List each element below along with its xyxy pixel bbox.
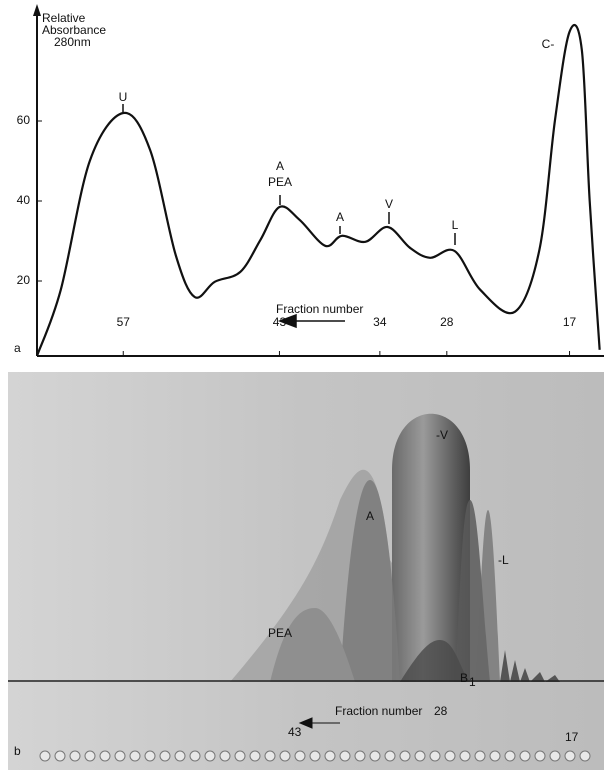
panel-label: b <box>14 744 21 758</box>
photo-label: 1 <box>469 675 476 689</box>
y-axis-label: Absorbance <box>42 23 106 37</box>
peak <box>392 413 470 682</box>
hole <box>39 750 51 762</box>
hole <box>204 750 216 762</box>
hole <box>579 750 591 762</box>
peak <box>340 480 400 682</box>
photo-label: A <box>366 509 374 523</box>
hole <box>459 750 471 762</box>
hole <box>354 750 366 762</box>
photo-fraction: 28 <box>434 704 448 718</box>
hole <box>294 750 306 762</box>
y-axis-arrow <box>33 4 41 16</box>
peak <box>475 510 500 682</box>
hole <box>84 750 96 762</box>
y-tick-label: 60 <box>17 113 31 127</box>
y-axis-label: Relative <box>42 11 86 25</box>
peak <box>400 640 470 682</box>
hole <box>144 750 156 762</box>
panel-label: a <box>14 341 21 355</box>
hole <box>54 750 66 762</box>
x-tick-label: 28 <box>440 315 454 329</box>
photo-label: -V <box>436 428 448 442</box>
hole <box>414 750 426 762</box>
hole <box>549 750 561 762</box>
peak-label: PEA <box>268 175 292 189</box>
photo-background <box>8 372 604 770</box>
x-axis-arrow <box>277 313 345 329</box>
x-tick-label: 57 <box>117 315 131 329</box>
hole <box>69 750 81 762</box>
hole <box>519 750 531 762</box>
arrow <box>298 717 340 729</box>
peak-label: A <box>336 210 344 224</box>
x-axis-label: Fraction number <box>276 302 363 316</box>
y-tick-label: 20 <box>17 273 31 287</box>
y-axis-label: 280nm <box>54 35 91 49</box>
photo-x-label: Fraction number <box>335 704 422 718</box>
peak-label: L <box>452 218 459 232</box>
photo-label: B <box>460 671 468 685</box>
hole <box>264 750 276 762</box>
hole <box>219 750 231 762</box>
hole <box>159 750 171 762</box>
hole <box>339 750 351 762</box>
photo-label: -L <box>498 553 509 567</box>
photo-panel: b -V A -L PEA B 1 Fraction number 43 28 … <box>8 372 604 770</box>
peak-label: C- <box>542 37 555 51</box>
hole <box>324 750 336 762</box>
hole-row <box>39 750 591 762</box>
hole <box>309 750 321 762</box>
y-tick-label: 40 <box>17 193 31 207</box>
hole <box>504 750 516 762</box>
photo-label: PEA <box>268 626 292 640</box>
photo-fraction: 17 <box>565 730 579 744</box>
peak-label: U <box>119 90 128 104</box>
hole <box>399 750 411 762</box>
peak <box>500 650 560 682</box>
hole <box>369 750 381 762</box>
hole <box>489 750 501 762</box>
hole <box>429 750 441 762</box>
x-tick-label: 43 <box>273 315 287 329</box>
hole <box>189 750 201 762</box>
x-tick-label: 17 <box>563 315 577 329</box>
line <box>36 23 601 356</box>
hole <box>99 750 111 762</box>
hole <box>384 750 396 762</box>
photo-fraction: 43 <box>288 725 302 739</box>
x-tick-label: 34 <box>373 315 387 329</box>
hole <box>534 750 546 762</box>
hole <box>174 750 186 762</box>
peak <box>270 608 355 682</box>
hole <box>444 750 456 762</box>
hole <box>564 750 576 762</box>
hole <box>249 750 261 762</box>
hole <box>279 750 291 762</box>
hole <box>234 750 246 762</box>
hole <box>114 750 126 762</box>
hole <box>474 750 486 762</box>
peak-label: A <box>276 159 284 173</box>
hole <box>129 750 141 762</box>
peak-label: V <box>385 197 393 211</box>
